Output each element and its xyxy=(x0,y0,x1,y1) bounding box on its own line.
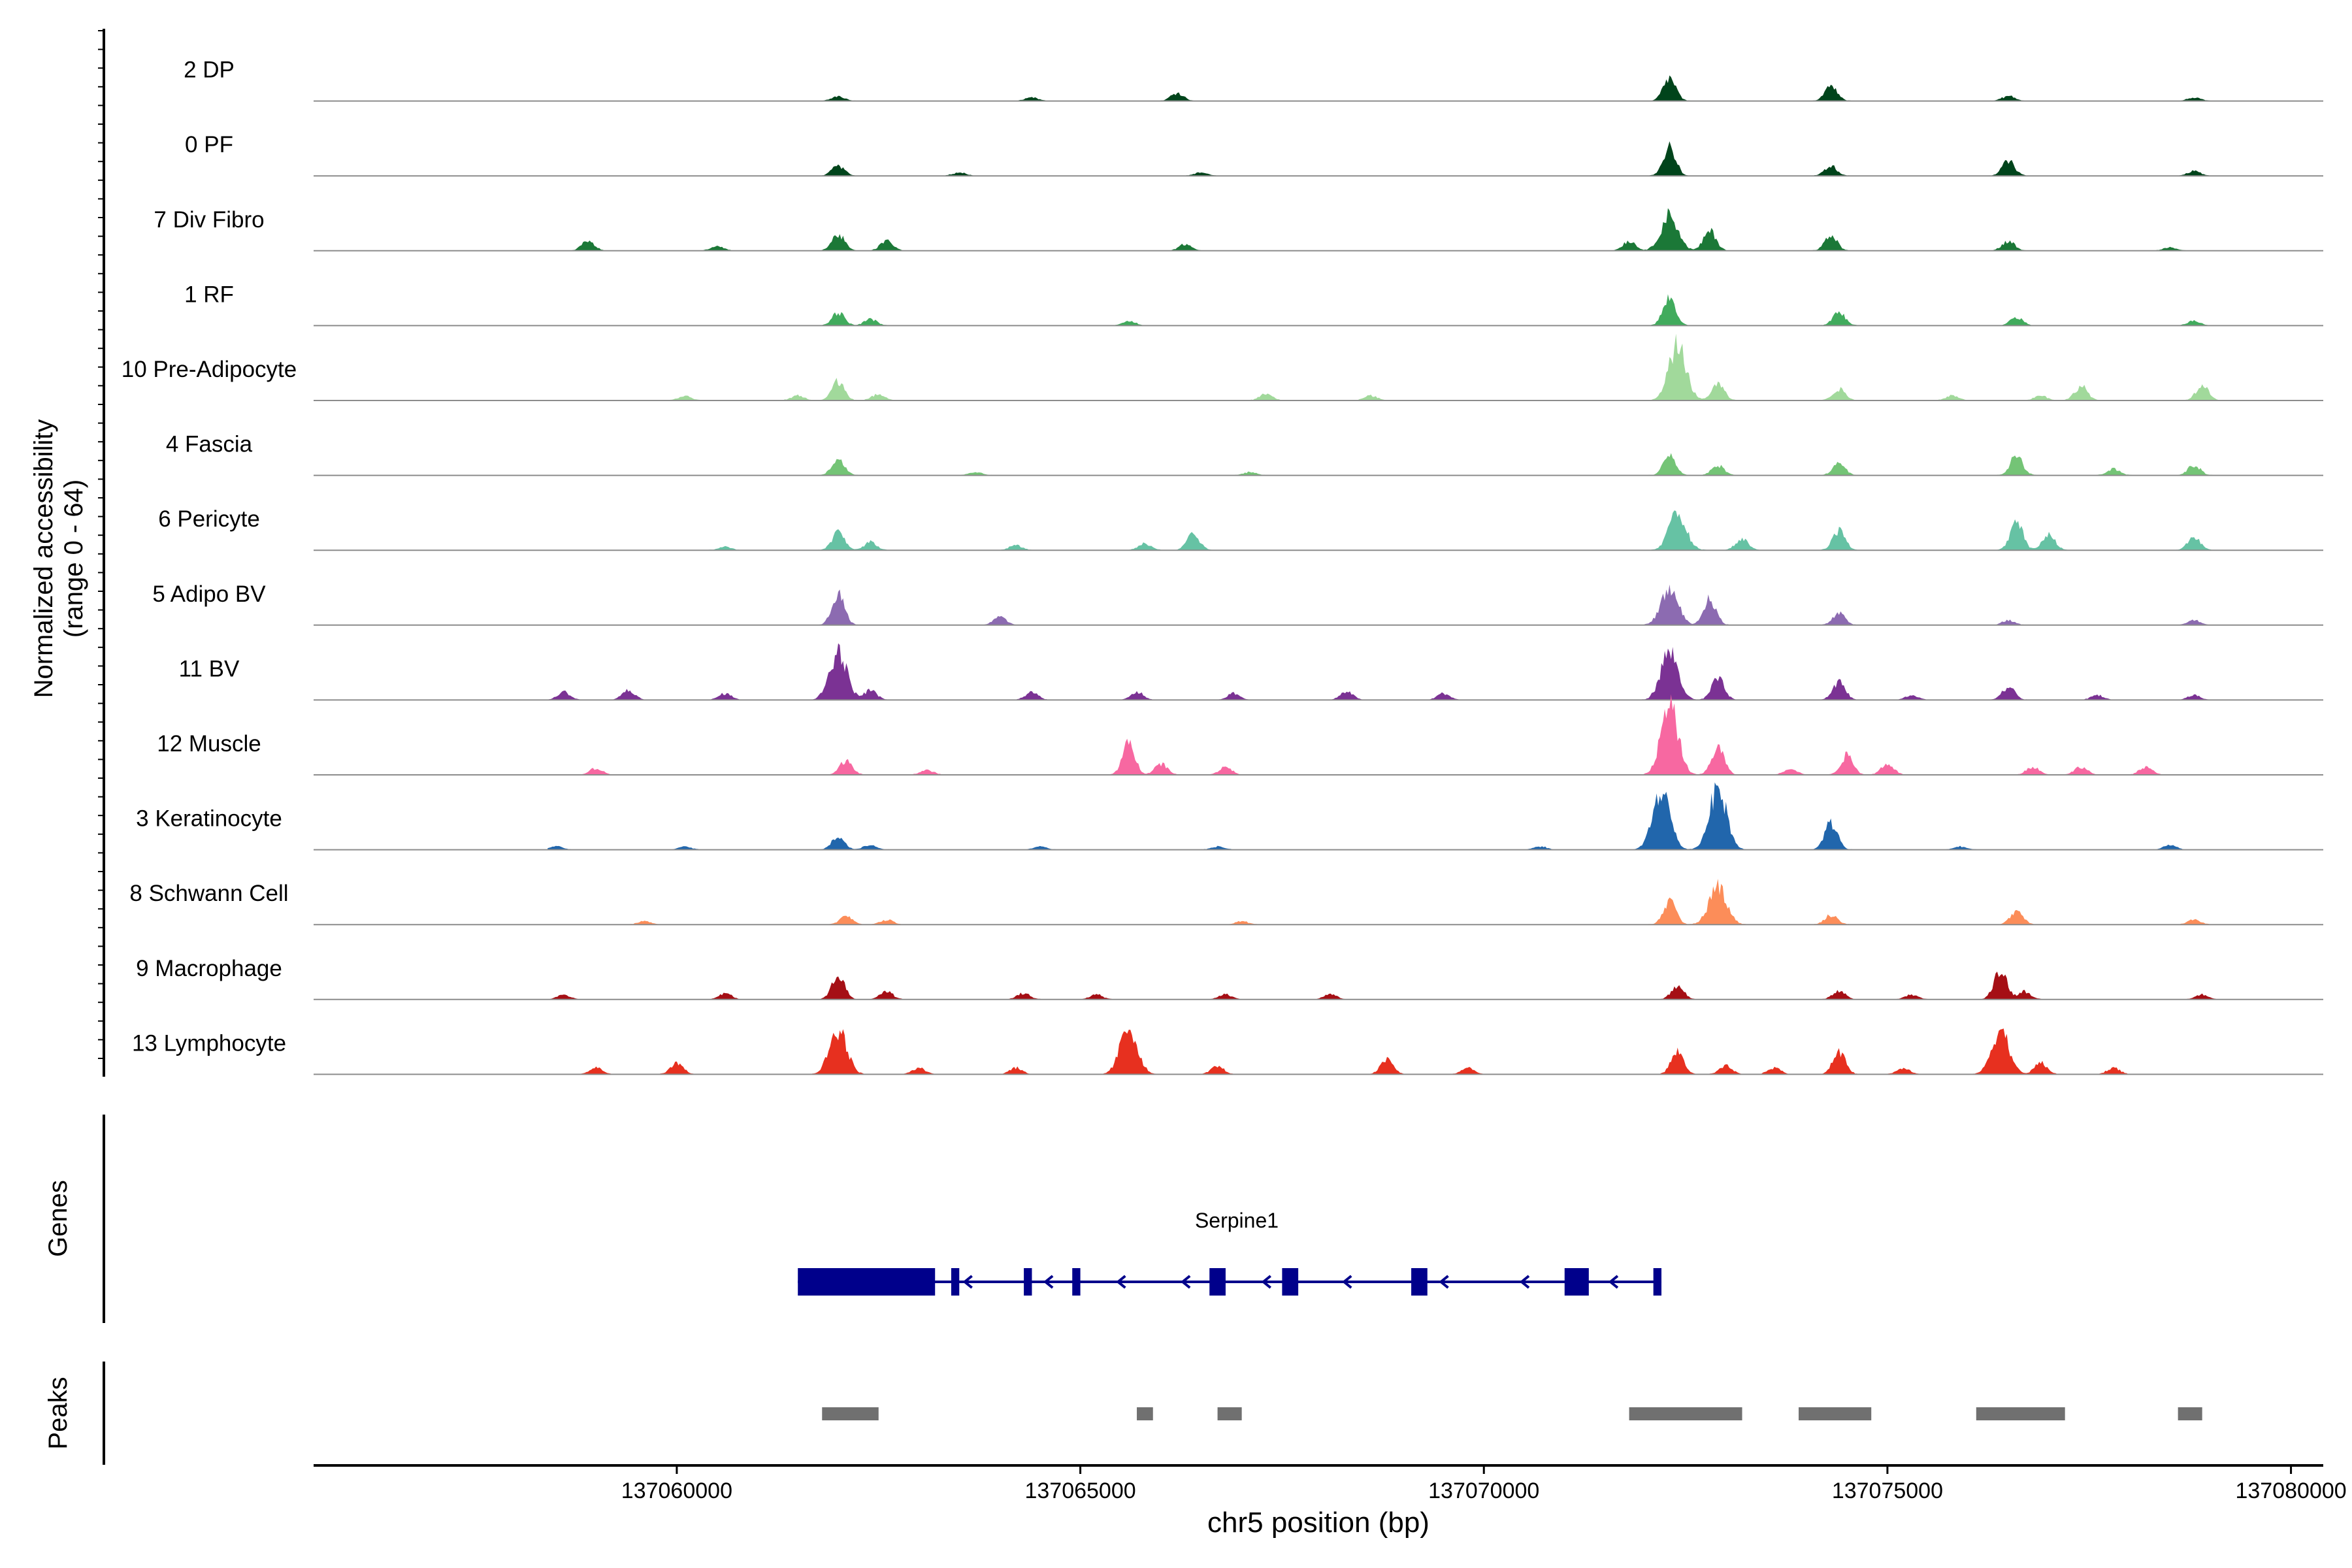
track-0-pf: 0 PF xyxy=(185,132,2323,177)
track-label: 4 Fascia xyxy=(166,432,253,457)
x-axis-title: chr5 position (bp) xyxy=(1207,1507,1429,1539)
track-label: 12 Muscle xyxy=(157,731,261,757)
peak-region xyxy=(1137,1407,1153,1420)
track-3-keratinocyte: 3 Keratinocyte xyxy=(136,782,2323,851)
peak-region xyxy=(1799,1407,1872,1420)
genes-panel-label: Genes xyxy=(44,1180,73,1257)
track-5-adipo-bv: 5 Adipo BV xyxy=(152,581,2323,626)
strand-arrow xyxy=(962,1275,973,1289)
strand-arrow xyxy=(1043,1275,1054,1289)
x-tick-label: 137065000 xyxy=(1024,1478,1135,1503)
gene-exon xyxy=(1209,1268,1226,1296)
peaks-panel-label: Peaks xyxy=(44,1377,73,1449)
peaks-panel: Peaks xyxy=(44,1362,2202,1465)
x-tick-label: 137080000 xyxy=(2235,1478,2346,1503)
peak-regions xyxy=(822,1407,2202,1420)
track-y-axis xyxy=(98,29,105,1077)
peak-region xyxy=(1629,1407,1742,1420)
peak-region xyxy=(1217,1407,1242,1420)
track-label: 5 Adipo BV xyxy=(152,581,266,607)
y-axis-title-line1: Normalized accessibility xyxy=(29,419,58,698)
track-label: 6 Pericyte xyxy=(158,506,260,532)
x-axis: 137060000 137065000 137070000 137075000 1370… xyxy=(314,1464,2347,1503)
track-6-pericyte: 6 Pericyte xyxy=(158,506,2323,551)
strand-arrow xyxy=(1181,1275,1191,1289)
peak-region xyxy=(1976,1407,2065,1420)
gene-exon xyxy=(1564,1268,1589,1296)
strand-arrow xyxy=(1608,1275,1619,1289)
gene-model xyxy=(798,1268,1662,1296)
track-2-dp: 2 DP xyxy=(184,57,2323,102)
track-label: 2 DP xyxy=(184,57,235,83)
x-tick-label: 137060000 xyxy=(621,1478,732,1503)
x-tick-label: 137070000 xyxy=(1428,1478,1539,1503)
coverage-area xyxy=(547,208,2235,251)
gene-label: Serpine1 xyxy=(1195,1209,1279,1232)
strand-arrow xyxy=(1519,1275,1530,1289)
gene-exon xyxy=(951,1268,960,1296)
track-label: 13 Lymphocyte xyxy=(132,1030,286,1056)
track-label: 9 Macrophage xyxy=(136,956,282,981)
gene-exon xyxy=(1024,1268,1032,1296)
track-9-macrophage: 9 Macrophage xyxy=(136,956,2323,1000)
track-7-div-fibro: 7 Div Fibro xyxy=(154,207,2323,252)
x-tick-label: 137075000 xyxy=(1832,1478,1943,1503)
y-axis-title-line2: (range 0 - 64) xyxy=(59,480,88,638)
track-11-bv: 11 BV xyxy=(179,643,2323,701)
track-12-muscle: 12 Muscle xyxy=(157,694,2323,776)
track-label: 1 RF xyxy=(184,282,234,307)
track-1-rf: 1 RF xyxy=(184,282,2323,327)
gene-exon xyxy=(1411,1268,1428,1296)
peak-region xyxy=(822,1407,879,1420)
track-label: 3 Keratinocyte xyxy=(136,806,282,832)
strand-arrow xyxy=(1116,1275,1126,1289)
genes-panel: Genes Serpine1 xyxy=(44,1115,1662,1323)
track-4-fascia: 4 Fascia xyxy=(166,432,2323,476)
gene-exon xyxy=(1653,1268,1662,1296)
track-label: 10 Pre-Adipocyte xyxy=(122,357,297,382)
strand-arrow xyxy=(1261,1275,1271,1289)
track-label: 0 PF xyxy=(185,132,233,157)
coverage-tracks: 2 DP 0 PF 7 Div Fibro 1 RF 10 Pre-Adipocyte 4… xyxy=(122,57,2323,1075)
gene-exon xyxy=(1282,1268,1299,1296)
track-label: 8 Schwann Cell xyxy=(129,881,288,906)
y-axis-title: Normalized accessibility (range 0 - 64) xyxy=(29,419,88,698)
gene-exon xyxy=(798,1268,936,1296)
track-8-schwann-cell: 8 Schwann Cell xyxy=(129,879,2323,926)
track-10-pre-adipocyte: 10 Pre-Adipocyte xyxy=(122,333,2323,401)
gene-exon xyxy=(1072,1268,1081,1296)
track-label: 11 BV xyxy=(179,656,240,681)
track-13-lymphocyte: 13 Lymphocyte xyxy=(132,1028,2323,1075)
peak-region xyxy=(2178,1407,2202,1420)
strand-arrow xyxy=(1342,1275,1352,1289)
track-label: 7 Div Fibro xyxy=(154,207,264,233)
coverage-area xyxy=(547,1028,2235,1075)
strand-arrow xyxy=(1439,1275,1449,1289)
